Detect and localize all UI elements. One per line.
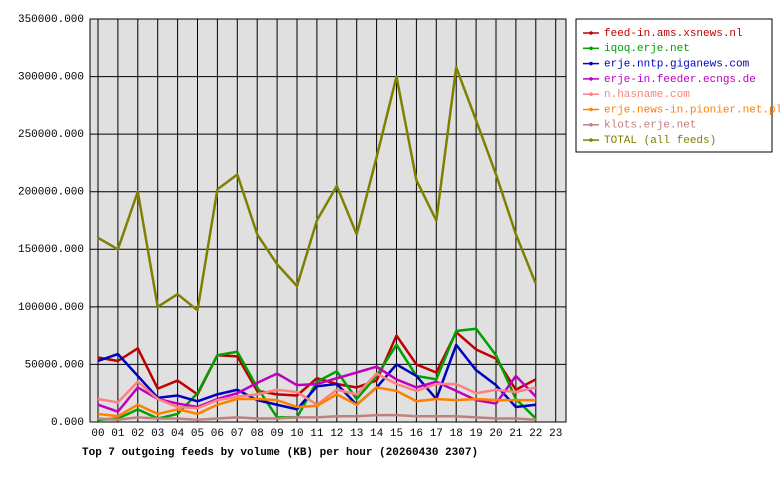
y-tick-label: 350000.000	[18, 14, 84, 26]
x-tick-label: 14	[370, 428, 384, 440]
plot-area	[89, 18, 567, 423]
x-tick-label: 07	[231, 428, 244, 440]
x-tick-label: 23	[549, 428, 562, 440]
series-line	[97, 327, 537, 421]
x-tick-label: 17	[430, 428, 443, 440]
x-tick-label: 21	[509, 428, 523, 440]
legend-label: feed-in.ams.xsnews.nl	[604, 28, 743, 40]
x-tick-label: 16	[410, 428, 423, 440]
y-tick-label: 100000.000	[18, 302, 84, 314]
legend-marker	[589, 92, 593, 96]
legend-marker	[589, 46, 593, 51]
series-line	[97, 66, 537, 312]
legend-label: erje.news-in.pionier.net.pl	[604, 104, 780, 116]
y-tick-label: 50000.000	[25, 359, 84, 371]
x-tick-label: 19	[469, 428, 482, 440]
legend-marker	[589, 77, 593, 81]
legend-marker	[589, 123, 593, 127]
legend-marker	[589, 107, 593, 112]
legend-label: klots.erje.net	[604, 120, 696, 132]
y-tick-label: 250000.000	[18, 129, 84, 141]
legend-label: TOTAL (all feeds)	[604, 135, 716, 147]
x-tick-label: 18	[450, 428, 463, 440]
series-line	[97, 386, 536, 418]
x-tick-label: 15	[390, 428, 403, 440]
x-tick-label: 06	[211, 428, 224, 440]
x-tick-label: 03	[151, 428, 164, 440]
x-tick-label: 09	[270, 428, 283, 440]
legend-label: erje-in.feeder.ecngs.de	[604, 74, 756, 86]
x-tick-label: 02	[131, 428, 144, 440]
x-tick-label: 08	[251, 428, 264, 440]
x-tick-label: 11	[310, 428, 324, 440]
legend-marker	[589, 31, 593, 35]
legend-marker	[589, 61, 593, 66]
legend-label: erje.nntp.giganews.com	[604, 59, 750, 71]
series-line	[97, 330, 537, 397]
x-tick-label: 22	[529, 428, 542, 440]
legend-label: n.hasname.com	[604, 89, 690, 101]
legend-box	[575, 18, 773, 153]
x-tick-label: 00	[91, 428, 104, 440]
x-tick-label: 01	[111, 428, 125, 440]
x-tick-label: 13	[350, 428, 363, 440]
series-line	[97, 365, 537, 413]
chart-title: Top 7 outgoing feeds by volume (KB) per …	[82, 447, 478, 459]
x-tick-label: 04	[171, 428, 185, 440]
series-line	[97, 343, 536, 411]
y-tick-label: 0.000	[51, 417, 84, 429]
x-tick-label: 10	[290, 428, 303, 440]
x-tick-label: 05	[191, 428, 204, 440]
x-tick-label: 12	[330, 428, 343, 440]
legend-marker	[589, 138, 593, 142]
y-tick-label: 200000.000	[18, 187, 84, 199]
y-tick-label: 150000.000	[18, 244, 84, 256]
series-line	[97, 413, 536, 421]
y-tick-label: 300000.000	[18, 71, 84, 83]
legend-label: iqoq.erje.net	[604, 43, 690, 55]
x-tick-label: 20	[489, 428, 502, 440]
